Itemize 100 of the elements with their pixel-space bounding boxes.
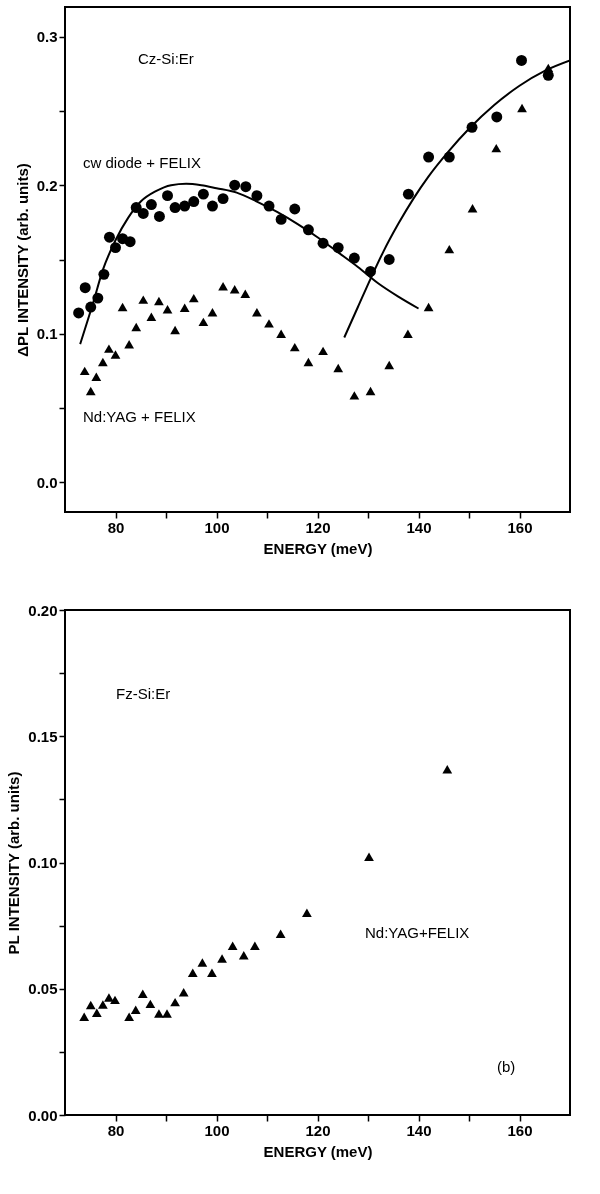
x-tick-label: 120 xyxy=(305,1121,331,1139)
point xyxy=(137,207,149,219)
point xyxy=(207,968,217,978)
point xyxy=(229,284,240,294)
point xyxy=(206,200,218,212)
point xyxy=(276,329,287,338)
series-label: Nd:YAG + FELIX xyxy=(83,408,196,425)
point xyxy=(162,305,173,314)
point xyxy=(517,103,527,113)
y-tick-label: 0.15 xyxy=(28,727,58,745)
y-axis-title: PL INTENSITY (arb. units) xyxy=(5,771,23,955)
point xyxy=(179,303,190,312)
point xyxy=(289,203,301,215)
x-tick-label: 140 xyxy=(406,1121,432,1139)
point xyxy=(153,210,165,222)
point xyxy=(130,1005,141,1014)
annotation: Cz-Si:Er xyxy=(138,50,194,67)
point xyxy=(131,322,142,332)
point xyxy=(162,1009,172,1018)
point xyxy=(197,958,208,967)
y-tick-label: 0.05 xyxy=(28,980,58,998)
point xyxy=(73,307,85,319)
point xyxy=(110,350,121,359)
point xyxy=(197,188,209,200)
x-axis-title: ENERGY (meV) xyxy=(263,539,373,557)
point xyxy=(250,941,260,951)
point xyxy=(103,231,115,243)
point xyxy=(169,202,181,213)
y-tick-label: 0.0 xyxy=(36,473,58,491)
annotation: Fz-Si:Er xyxy=(116,685,171,702)
y-axis-title: ΔPL INTENSITY (arb. units) xyxy=(13,163,31,357)
x-tick-label: 80 xyxy=(107,1121,125,1139)
point xyxy=(178,988,189,997)
point xyxy=(467,204,478,213)
point xyxy=(179,200,191,212)
point xyxy=(491,111,503,123)
y-tick-label: 0.2 xyxy=(36,176,58,194)
x-tick-label: 100 xyxy=(204,1121,230,1139)
point xyxy=(229,179,241,191)
point xyxy=(302,908,312,917)
y-tick-label: 0.10 xyxy=(28,854,58,871)
point xyxy=(303,357,314,367)
point xyxy=(154,296,164,306)
point xyxy=(402,188,414,200)
point xyxy=(124,236,136,248)
point xyxy=(365,386,376,396)
point xyxy=(170,325,180,335)
point xyxy=(98,357,108,367)
point xyxy=(117,302,128,312)
point xyxy=(275,929,286,938)
series-label: cw diode + FELIX xyxy=(83,154,201,171)
point xyxy=(188,293,199,303)
point xyxy=(227,941,238,951)
point xyxy=(251,190,263,202)
point xyxy=(264,319,274,328)
point xyxy=(79,366,90,376)
point xyxy=(442,765,453,774)
point xyxy=(318,346,328,356)
x-tick-label: 120 xyxy=(305,518,331,536)
x-tick-label: 140 xyxy=(406,518,432,536)
point xyxy=(423,302,434,312)
point xyxy=(91,1008,102,1017)
point xyxy=(333,363,344,373)
point xyxy=(217,954,227,963)
x-tick-label: 80 xyxy=(107,518,125,536)
x-tick-label: 160 xyxy=(507,1121,533,1139)
point xyxy=(170,997,180,1007)
point xyxy=(403,329,413,338)
point xyxy=(104,993,114,1002)
y-tick-label: 0.20 xyxy=(28,601,58,619)
point xyxy=(85,1000,96,1010)
point xyxy=(79,282,91,294)
point xyxy=(491,143,502,153)
point xyxy=(110,995,120,1005)
point xyxy=(91,372,102,382)
point xyxy=(79,1012,90,1021)
point xyxy=(162,190,173,202)
point xyxy=(145,199,157,211)
point xyxy=(146,312,157,321)
point xyxy=(383,254,395,265)
point xyxy=(198,317,209,327)
annotation: (b) xyxy=(497,1058,516,1075)
x-tick-label: 100 xyxy=(204,518,230,536)
point xyxy=(444,244,455,254)
point xyxy=(364,852,374,861)
point xyxy=(516,55,527,66)
y-tick-label: 0.00 xyxy=(28,1106,58,1124)
y-tick-label: 0.1 xyxy=(36,325,58,343)
point xyxy=(384,360,395,370)
point xyxy=(423,151,435,163)
text: Nd:YAG+FELIX xyxy=(365,924,470,941)
point xyxy=(138,295,149,304)
x-axis-title: ENERGY (meV) xyxy=(263,1142,373,1160)
point xyxy=(145,999,156,1009)
point xyxy=(240,289,251,298)
point xyxy=(85,386,96,396)
point xyxy=(137,989,148,999)
point xyxy=(238,950,249,960)
point xyxy=(240,181,252,193)
point xyxy=(207,308,218,317)
